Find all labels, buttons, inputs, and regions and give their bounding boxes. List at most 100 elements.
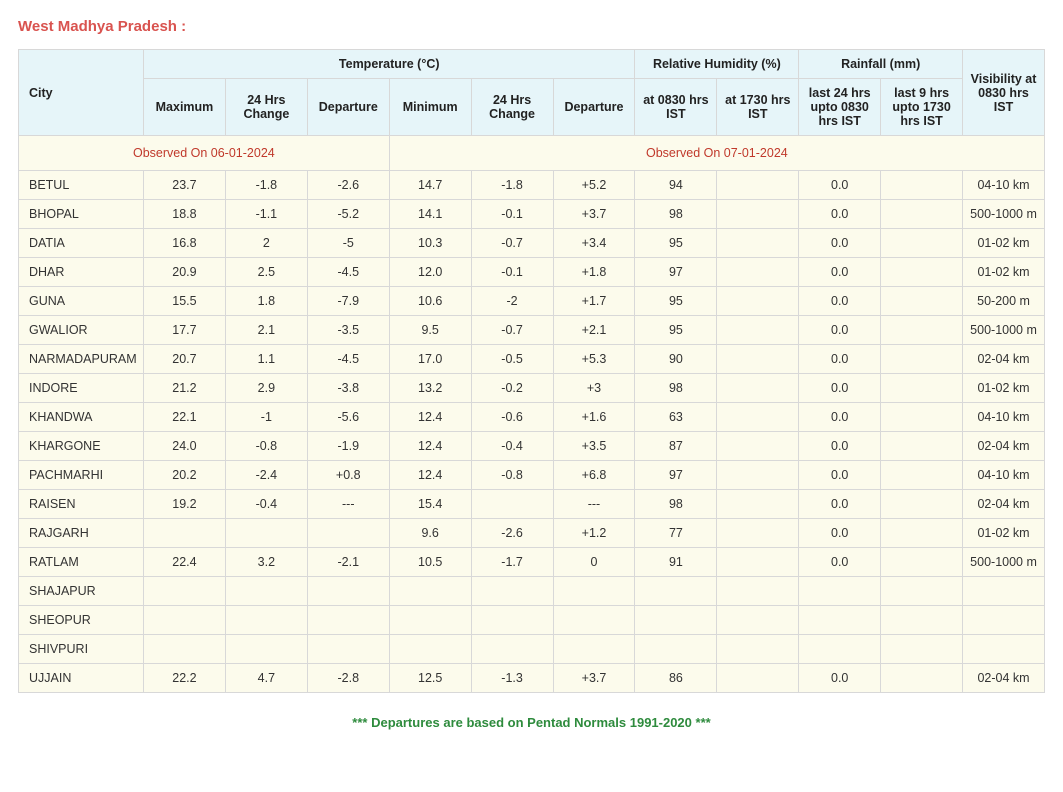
data-cell xyxy=(881,403,963,432)
data-cell xyxy=(881,229,963,258)
table-row: PACHMARHI20.2-2.4+0.812.4-0.8+6.8970.004… xyxy=(19,461,1045,490)
data-cell: -0.1 xyxy=(471,200,553,229)
data-cell: 15.4 xyxy=(389,490,471,519)
table-row: GWALIOR17.72.1-3.59.5-0.7+2.1950.0500-10… xyxy=(19,316,1045,345)
data-cell xyxy=(307,577,389,606)
data-cell xyxy=(144,577,226,606)
data-cell: 12.4 xyxy=(389,432,471,461)
data-cell: 04-10 km xyxy=(963,171,1045,200)
data-cell xyxy=(881,258,963,287)
data-cell: 01-02 km xyxy=(963,519,1045,548)
data-cell xyxy=(717,403,799,432)
col-group-rain: Rainfall (mm) xyxy=(799,50,963,79)
table-row: SHAJAPUR xyxy=(19,577,1045,606)
data-cell: 17.7 xyxy=(144,316,226,345)
data-cell: 95 xyxy=(635,316,717,345)
data-cell xyxy=(881,490,963,519)
data-cell xyxy=(717,606,799,635)
data-cell: 12.0 xyxy=(389,258,471,287)
region-title: West Madhya Pradesh : xyxy=(18,18,1045,35)
data-cell: -0.6 xyxy=(471,403,553,432)
data-cell: -5.6 xyxy=(307,403,389,432)
data-cell: 2.1 xyxy=(225,316,307,345)
data-cell xyxy=(471,490,553,519)
table-row: DHAR20.92.5-4.512.0-0.1+1.8970.001-02 km xyxy=(19,258,1045,287)
table-row: BETUL23.7-1.8-2.614.7-1.8+5.2940.004-10 … xyxy=(19,171,1045,200)
col-24change-min: 24 Hrs Change xyxy=(471,79,553,136)
data-cell: 86 xyxy=(635,664,717,693)
data-cell xyxy=(717,229,799,258)
observed-date-2: Observed On 07-01-2024 xyxy=(389,136,1044,171)
data-cell: 02-04 km xyxy=(963,664,1045,693)
data-cell: -1.7 xyxy=(471,548,553,577)
data-cell xyxy=(717,316,799,345)
data-cell xyxy=(471,635,553,664)
data-cell xyxy=(225,635,307,664)
data-cell: +1.2 xyxy=(553,519,635,548)
data-cell: -0.1 xyxy=(471,258,553,287)
city-name-cell: GWALIOR xyxy=(19,316,144,345)
data-cell: 01-02 km xyxy=(963,229,1045,258)
data-cell xyxy=(717,664,799,693)
data-cell xyxy=(717,519,799,548)
data-cell: 98 xyxy=(635,200,717,229)
data-cell: -2 xyxy=(471,287,553,316)
data-cell: 0.0 xyxy=(799,664,881,693)
data-cell xyxy=(881,374,963,403)
data-cell xyxy=(389,577,471,606)
data-cell: 12.4 xyxy=(389,461,471,490)
data-cell: 0.0 xyxy=(799,403,881,432)
data-cell: 9.5 xyxy=(389,316,471,345)
data-cell: +1.7 xyxy=(553,287,635,316)
data-cell: 4.7 xyxy=(225,664,307,693)
data-cell xyxy=(635,577,717,606)
table-row: NARMADAPURAM20.71.1-4.517.0-0.5+5.3900.0… xyxy=(19,345,1045,374)
data-cell: 10.6 xyxy=(389,287,471,316)
table-row: KHARGONE24.0-0.8-1.912.4-0.4+3.5870.002-… xyxy=(19,432,1045,461)
data-cell: +3.7 xyxy=(553,200,635,229)
data-cell xyxy=(881,432,963,461)
data-cell: +3.7 xyxy=(553,664,635,693)
data-cell: 0.0 xyxy=(799,461,881,490)
data-cell: 21.2 xyxy=(144,374,226,403)
data-cell xyxy=(799,577,881,606)
data-cell: 01-02 km xyxy=(963,374,1045,403)
city-name-cell: NARMADAPURAM xyxy=(19,345,144,374)
data-cell: 16.8 xyxy=(144,229,226,258)
data-cell: 0.0 xyxy=(799,171,881,200)
city-name-cell: BETUL xyxy=(19,171,144,200)
data-cell xyxy=(881,461,963,490)
data-cell xyxy=(144,606,226,635)
data-cell: 04-10 km xyxy=(963,461,1045,490)
data-cell xyxy=(963,606,1045,635)
city-name-cell: DATIA xyxy=(19,229,144,258)
data-cell: 0.0 xyxy=(799,316,881,345)
data-cell: 97 xyxy=(635,258,717,287)
city-name-cell: SHIVPURI xyxy=(19,635,144,664)
data-cell: +3.4 xyxy=(553,229,635,258)
city-name-cell: RATLAM xyxy=(19,548,144,577)
data-cell: 98 xyxy=(635,490,717,519)
weather-table: City Temperature (°C) Relative Humidity … xyxy=(18,49,1045,693)
data-cell: +6.8 xyxy=(553,461,635,490)
data-cell: -1.9 xyxy=(307,432,389,461)
data-cell xyxy=(881,171,963,200)
col-max: Maximum xyxy=(144,79,226,136)
col-group-rh: Relative Humidity (%) xyxy=(635,50,799,79)
data-cell: -4.5 xyxy=(307,258,389,287)
data-cell: 2.9 xyxy=(225,374,307,403)
data-cell: 63 xyxy=(635,403,717,432)
col-visibility: Visibility at 0830 hrs IST xyxy=(963,50,1045,136)
data-cell: 91 xyxy=(635,548,717,577)
city-name-cell: SHAJAPUR xyxy=(19,577,144,606)
data-cell: +5.2 xyxy=(553,171,635,200)
col-rain-9: last 9 hrs upto 1730 hrs IST xyxy=(881,79,963,136)
data-cell: 0.0 xyxy=(799,548,881,577)
data-cell xyxy=(717,345,799,374)
data-cell: 0.0 xyxy=(799,432,881,461)
data-cell: 22.2 xyxy=(144,664,226,693)
data-cell: 02-04 km xyxy=(963,432,1045,461)
data-cell xyxy=(471,577,553,606)
data-cell: 87 xyxy=(635,432,717,461)
data-cell: 20.7 xyxy=(144,345,226,374)
